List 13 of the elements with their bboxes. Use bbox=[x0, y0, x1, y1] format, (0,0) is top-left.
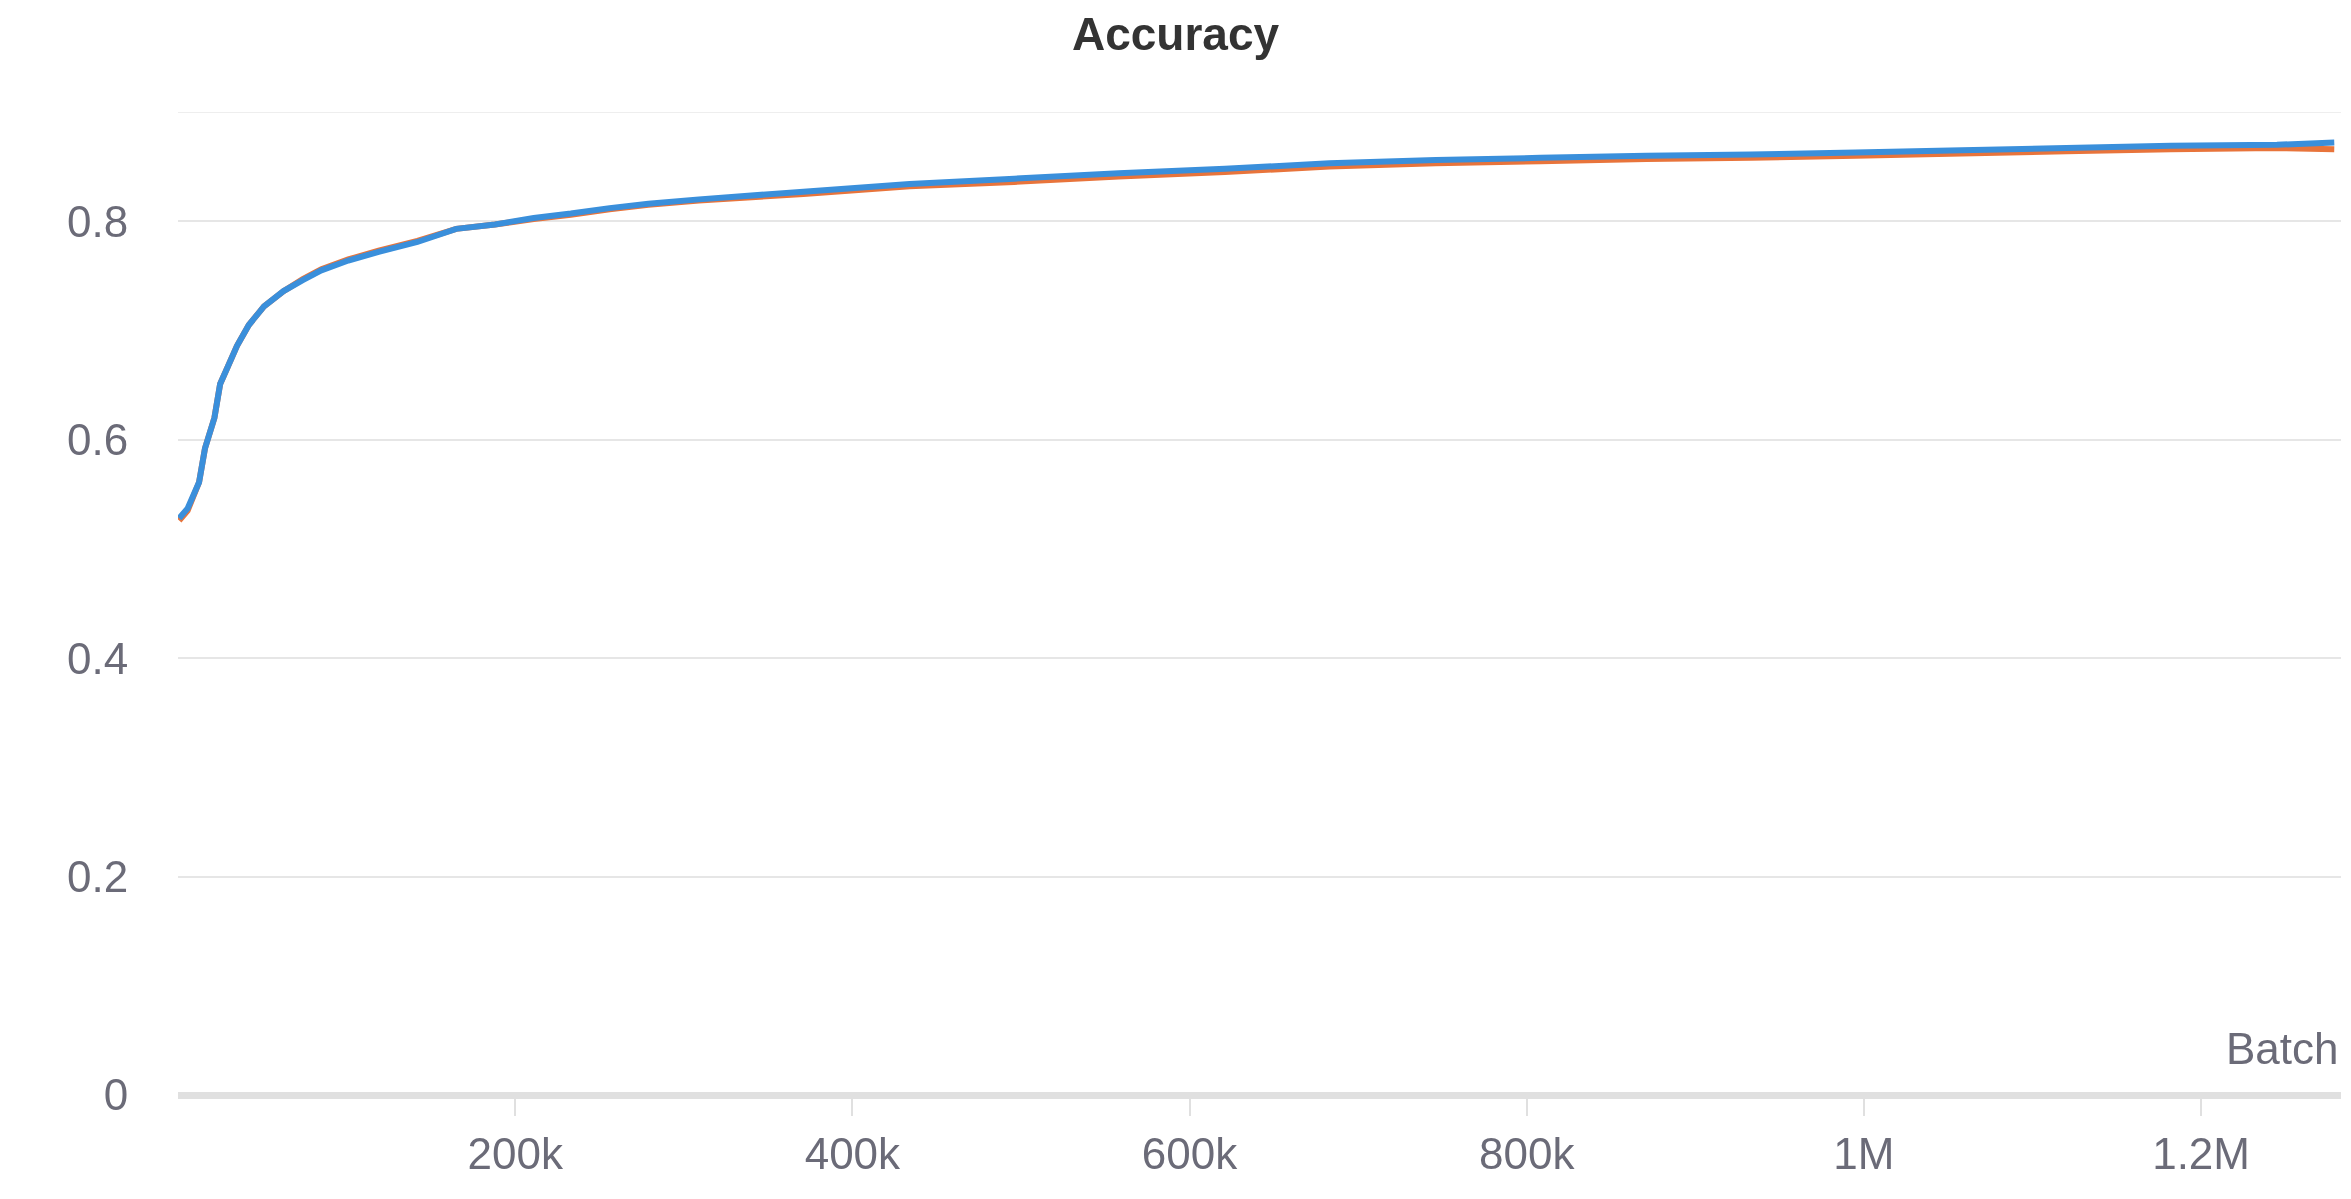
y-tick-label: 0.8 bbox=[67, 196, 129, 246]
x-tick-label: 200k bbox=[467, 1128, 564, 1178]
x-tick-label: 800k bbox=[1479, 1128, 1576, 1178]
x-axis-title: Batch bbox=[2226, 1024, 2339, 1073]
y-tick-label: 0.2 bbox=[67, 851, 129, 901]
x-tick-label: 600k bbox=[1141, 1128, 1239, 1178]
y-tick-label: 0.6 bbox=[67, 415, 129, 465]
x-tick-label: 400k bbox=[804, 1128, 902, 1178]
y-tick-label: 0.4 bbox=[67, 633, 129, 683]
chart-title: Accuracy bbox=[1071, 8, 1280, 61]
x-tick-label: 1.2M bbox=[2152, 1128, 2250, 1178]
y-tick-label: 0 bbox=[103, 1070, 129, 1120]
x-tick-label: 1M bbox=[1833, 1128, 1895, 1178]
